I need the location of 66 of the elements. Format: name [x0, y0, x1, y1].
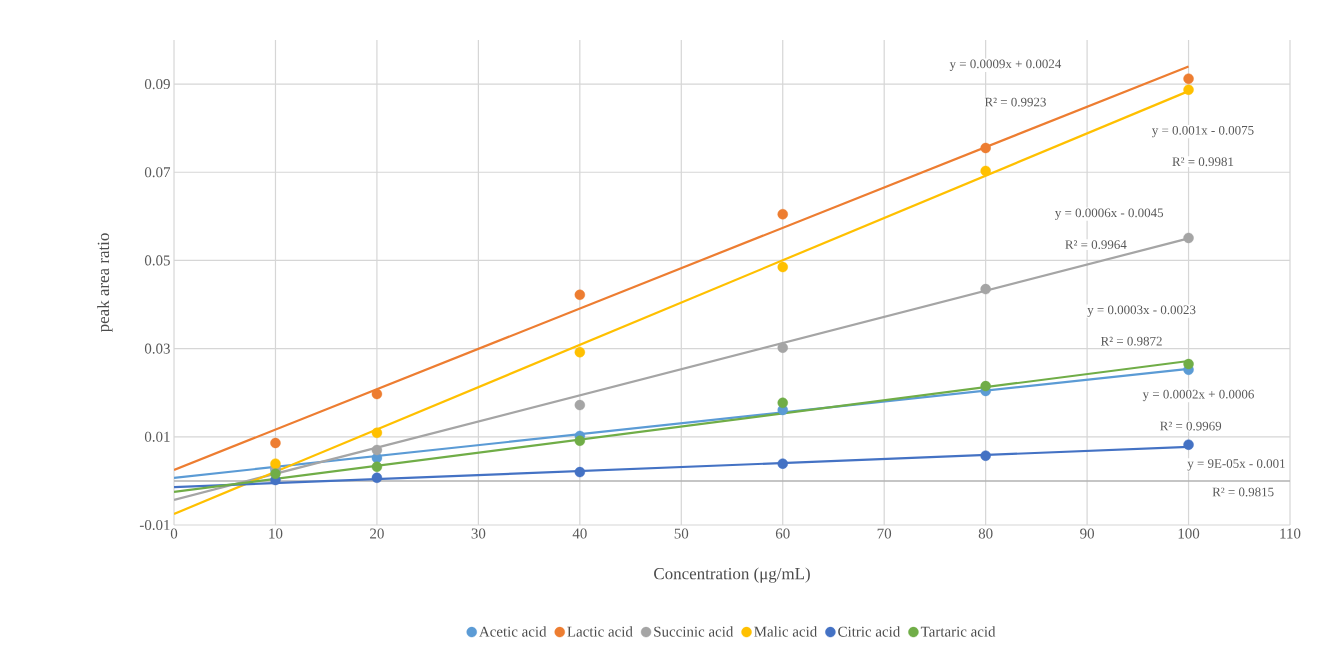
annotation: y = 0.001x - 0.0075	[1151, 125, 1254, 138]
x-tick-label: 50	[674, 528, 689, 539]
legend-label: Lactic acid	[567, 626, 633, 637]
point	[270, 458, 281, 469]
point	[980, 283, 991, 295]
x-tick-label: 0	[170, 528, 178, 539]
annotation: R² = 0.9815	[1212, 487, 1274, 497]
x-tick-label: 110	[1280, 528, 1301, 539]
x-tick-label: 60	[775, 528, 790, 539]
legend-label: Citric acid	[838, 626, 901, 637]
legend-label: Succinic acid	[654, 626, 734, 637]
annotation: y = 0.0006x - 0.0045	[1055, 208, 1164, 220]
x-tick-label: 20	[370, 528, 384, 539]
x-tick-label: 40	[572, 528, 587, 539]
point	[574, 346, 586, 358]
y-tick-label: 0.09	[144, 79, 170, 90]
point	[777, 261, 788, 273]
annotation: y = 0.0009x + 0.0024	[949, 59, 1062, 71]
point	[1183, 232, 1194, 244]
y-tick-label: 0.01	[144, 431, 170, 442]
point	[371, 461, 383, 472]
point	[777, 342, 788, 353]
point	[777, 458, 788, 469]
legend-label: Malic acid	[754, 626, 818, 637]
annotation: R² = 0.9981	[1172, 157, 1234, 167]
annotation: R² = 0.9964	[1065, 240, 1127, 250]
annotation: R² = 0.9923	[984, 97, 1046, 107]
point	[371, 388, 383, 400]
y-tick-label: -0.01	[139, 519, 170, 531]
point	[371, 427, 383, 439]
point	[574, 289, 586, 301]
y-tick-label: 0.03	[144, 343, 170, 354]
point	[270, 468, 281, 480]
legend-label: Tartaric acid	[920, 626, 996, 637]
x-tick-label: 10	[269, 528, 283, 539]
annotation: R² = 0.9872	[1100, 336, 1162, 346]
x-tick-label: 100	[1178, 528, 1200, 539]
point	[574, 399, 586, 411]
point	[980, 142, 991, 154]
point	[980, 165, 991, 177]
point	[1183, 73, 1194, 84]
annotation: y = 0.0003x - 0.0023	[1087, 305, 1196, 317]
point	[1183, 84, 1194, 96]
x-tick-label: 90	[1080, 528, 1095, 539]
x-tick-label: 30	[471, 528, 486, 539]
legend-label: Acetic acid	[479, 626, 547, 637]
x-tick-label: 80	[978, 528, 993, 539]
point	[574, 435, 586, 446]
y-tick-label: 0.07	[144, 167, 171, 178]
point	[777, 208, 788, 220]
annotation: y = 9E-05x - 0.001	[1187, 459, 1285, 471]
point	[1183, 439, 1194, 450]
point	[574, 466, 586, 478]
point	[371, 444, 383, 456]
x-axis-title: Concentration (μg/mL)	[654, 567, 810, 583]
point	[1183, 358, 1194, 370]
point	[371, 472, 383, 484]
point	[980, 380, 991, 392]
point	[777, 397, 788, 409]
x-tick-label: 70	[877, 528, 892, 539]
annotation: R² = 0.9969	[1160, 421, 1222, 431]
y-tick-label: 0.05	[144, 255, 170, 266]
point	[980, 450, 991, 461]
y-axis-title: peak area ratio	[97, 233, 113, 333]
point	[270, 437, 281, 449]
annotation: y = 0.0002x + 0.0006	[1142, 389, 1254, 402]
